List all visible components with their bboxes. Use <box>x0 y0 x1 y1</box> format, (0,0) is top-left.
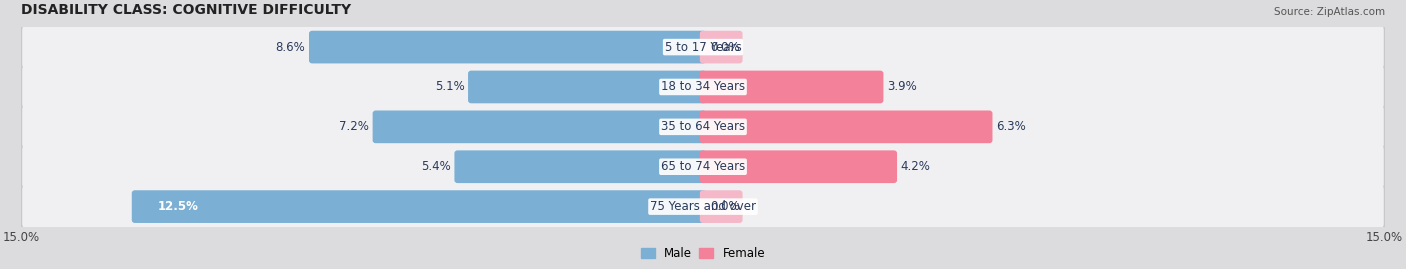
Text: Source: ZipAtlas.com: Source: ZipAtlas.com <box>1274 7 1385 17</box>
Text: 6.3%: 6.3% <box>995 120 1026 133</box>
Text: 75 Years and over: 75 Years and over <box>650 200 756 213</box>
Text: 0.0%: 0.0% <box>710 200 740 213</box>
FancyBboxPatch shape <box>21 104 1385 150</box>
Legend: Male, Female: Male, Female <box>636 242 770 264</box>
FancyBboxPatch shape <box>700 111 993 143</box>
FancyBboxPatch shape <box>21 64 1385 110</box>
Text: 5 to 17 Years: 5 to 17 Years <box>665 41 741 54</box>
Text: 0.0%: 0.0% <box>710 41 740 54</box>
FancyBboxPatch shape <box>22 65 1384 108</box>
Text: 35 to 64 Years: 35 to 64 Years <box>661 120 745 133</box>
FancyBboxPatch shape <box>309 31 706 63</box>
Text: 12.5%: 12.5% <box>157 200 198 213</box>
Text: 7.2%: 7.2% <box>339 120 368 133</box>
FancyBboxPatch shape <box>21 183 1385 230</box>
Text: 5.4%: 5.4% <box>420 160 451 173</box>
FancyBboxPatch shape <box>700 190 742 223</box>
FancyBboxPatch shape <box>373 111 706 143</box>
FancyBboxPatch shape <box>468 70 706 103</box>
Text: 8.6%: 8.6% <box>276 41 305 54</box>
FancyBboxPatch shape <box>22 26 1384 69</box>
FancyBboxPatch shape <box>700 150 897 183</box>
FancyBboxPatch shape <box>700 31 742 63</box>
FancyBboxPatch shape <box>22 145 1384 188</box>
FancyBboxPatch shape <box>132 190 706 223</box>
FancyBboxPatch shape <box>454 150 706 183</box>
FancyBboxPatch shape <box>700 70 883 103</box>
FancyBboxPatch shape <box>21 144 1385 190</box>
Text: DISABILITY CLASS: COGNITIVE DIFFICULTY: DISABILITY CLASS: COGNITIVE DIFFICULTY <box>21 3 351 17</box>
Text: 65 to 74 Years: 65 to 74 Years <box>661 160 745 173</box>
Text: 4.2%: 4.2% <box>901 160 931 173</box>
Text: 5.1%: 5.1% <box>434 80 464 93</box>
FancyBboxPatch shape <box>22 105 1384 148</box>
FancyBboxPatch shape <box>21 24 1385 70</box>
FancyBboxPatch shape <box>22 185 1384 228</box>
Text: 3.9%: 3.9% <box>887 80 917 93</box>
Text: 18 to 34 Years: 18 to 34 Years <box>661 80 745 93</box>
